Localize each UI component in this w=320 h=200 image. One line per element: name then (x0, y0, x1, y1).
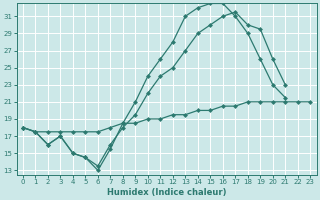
X-axis label: Humidex (Indice chaleur): Humidex (Indice chaleur) (107, 188, 226, 197)
